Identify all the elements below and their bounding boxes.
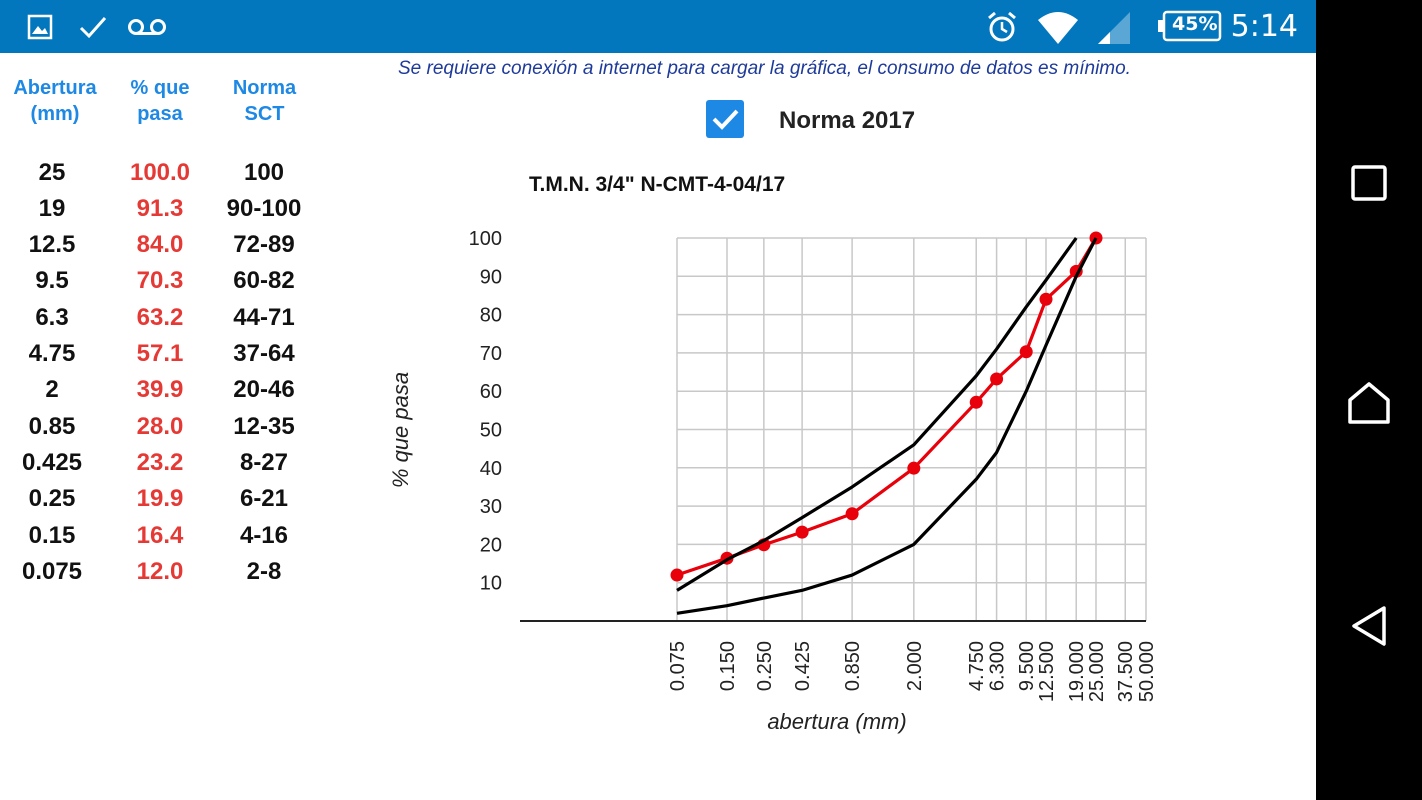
cell-norma: 12-35 [233, 413, 295, 440]
x-axis-label: abertura (mm) [767, 709, 906, 734]
cell-pasa: 16.4 [136, 522, 184, 549]
cell-norma: 8-27 [239, 449, 289, 476]
series-line-1 [676, 237, 1078, 592]
cell-abertura: 0.15 [28, 522, 76, 549]
y-tick-label: 50 [480, 420, 502, 442]
cell-pasa: 84.0 [136, 231, 184, 258]
x-tick-label: 9.500 [1016, 641, 1038, 691]
x-tick-label: 2.000 [904, 641, 926, 691]
norma-2017-label[interactable]: Norma 2017 [779, 107, 916, 134]
series-line-0 [676, 237, 1098, 577]
cell-pasa: 100.0 [129, 159, 191, 186]
clock: 5:14 [1230, 9, 1298, 44]
data-point [1039, 292, 1053, 306]
data-point [907, 461, 921, 475]
image-icon [27, 14, 53, 40]
cell-pasa: 57.1 [136, 340, 184, 367]
cell-pasa: 91.3 [136, 195, 184, 222]
data-point [845, 507, 859, 521]
cell-abertura: 6.3 [35, 304, 69, 331]
x-tick-label: 12.500 [1036, 641, 1058, 702]
y-tick-label: 80 [480, 305, 502, 327]
alarm-icon [988, 11, 1016, 42]
cell-abertura: 0.25 [28, 485, 76, 512]
cell-abertura: 25 [38, 159, 66, 186]
cell-norma: 20-46 [233, 376, 295, 403]
status-bar: 45% 5:14 [0, 0, 1316, 53]
data-point [1019, 345, 1033, 359]
x-tick-label: 6.300 [987, 641, 1009, 691]
recents-icon[interactable] [1350, 164, 1388, 202]
x-tick-label: 0.425 [792, 641, 814, 691]
x-tick-label: 50.000 [1136, 641, 1158, 702]
cell-abertura: 2 [45, 376, 59, 403]
data-point [670, 568, 684, 582]
x-tick-label: 0.850 [842, 641, 864, 691]
cell-pasa: 39.9 [136, 376, 184, 403]
y-tick-label: 90 [480, 266, 502, 288]
wifi-icon [1038, 12, 1078, 44]
chart-title: T.M.N. 3/4" N-CMT-4-04/17 [529, 173, 786, 196]
cell-abertura: 12.5 [28, 231, 76, 258]
cell-abertura: 0.075 [21, 558, 83, 585]
cell-abertura: 19 [38, 195, 66, 222]
cell-abertura: 4.75 [28, 340, 76, 367]
y-tick-label: 30 [480, 496, 502, 518]
series-line-2 [676, 237, 1098, 615]
x-tick-label: 37.500 [1115, 641, 1137, 702]
cell-norma: 90-100 [226, 195, 302, 222]
y-tick-label: 40 [480, 458, 502, 480]
header-norma: Norma SCT [232, 77, 297, 125]
norma-2017-checkbox[interactable] [706, 100, 744, 138]
data-point [969, 395, 983, 409]
cell-abertura: 9.5 [35, 267, 69, 294]
y-tick-label: 20 [480, 534, 502, 556]
y-tick-label: 10 [480, 573, 502, 595]
x-tick-label: 25.000 [1086, 641, 1108, 702]
cell-pasa: 23.2 [136, 449, 184, 476]
cell-norma: 100 [243, 159, 285, 186]
cell-norma: 37-64 [233, 340, 295, 367]
cell-norma: 2-8 [246, 558, 282, 585]
signal-icon [1098, 12, 1130, 44]
check-icon [79, 17, 107, 39]
y-axis-label: % que pasa [388, 372, 413, 488]
home-icon[interactable] [1346, 380, 1392, 426]
checkmark-icon [712, 109, 739, 130]
internet-notice: Se requiere conexión a internet para car… [398, 58, 1131, 79]
y-tick-label: 100 [469, 228, 502, 250]
cell-norma: 72-89 [233, 231, 295, 258]
battery-percent: 45% [1172, 13, 1218, 35]
y-tick-label: 70 [480, 343, 502, 365]
voicemail-icon [128, 19, 166, 35]
x-tick-label: 4.750 [966, 641, 988, 691]
granulometry-chart: 10 20 30 40 50 60 70 80 90 100 0.075 0.150 0.250 0.42… [388, 228, 1158, 734]
cell-norma: 44-71 [233, 304, 295, 331]
back-icon[interactable] [1350, 604, 1390, 648]
header-pasa: % que pasa [130, 77, 190, 125]
x-tick-label: 0.150 [717, 641, 739, 691]
y-tick-label: 60 [480, 381, 502, 403]
cell-norma: 4-16 [239, 522, 289, 549]
x-tick-label: 0.075 [667, 641, 689, 691]
x-tick-label: 19.000 [1066, 641, 1088, 702]
cell-pasa: 19.9 [136, 485, 184, 512]
cell-pasa: 63.2 [136, 304, 184, 331]
header-abertura: Abertura (mm) [13, 77, 97, 125]
cell-pasa: 70.3 [136, 267, 184, 294]
cell-abertura: 0.85 [28, 413, 76, 440]
cell-norma: 6-21 [239, 485, 289, 512]
battery-icon [1158, 10, 1222, 42]
cell-pasa: 12.0 [136, 558, 184, 585]
cell-norma: 60-82 [233, 267, 295, 294]
data-point [795, 525, 809, 539]
cell-pasa: 28.0 [136, 413, 184, 440]
data-point [990, 372, 1004, 386]
navigation-bar [1316, 0, 1422, 800]
x-tick-label: 0.250 [754, 641, 776, 691]
cell-abertura: 0.425 [21, 449, 83, 476]
